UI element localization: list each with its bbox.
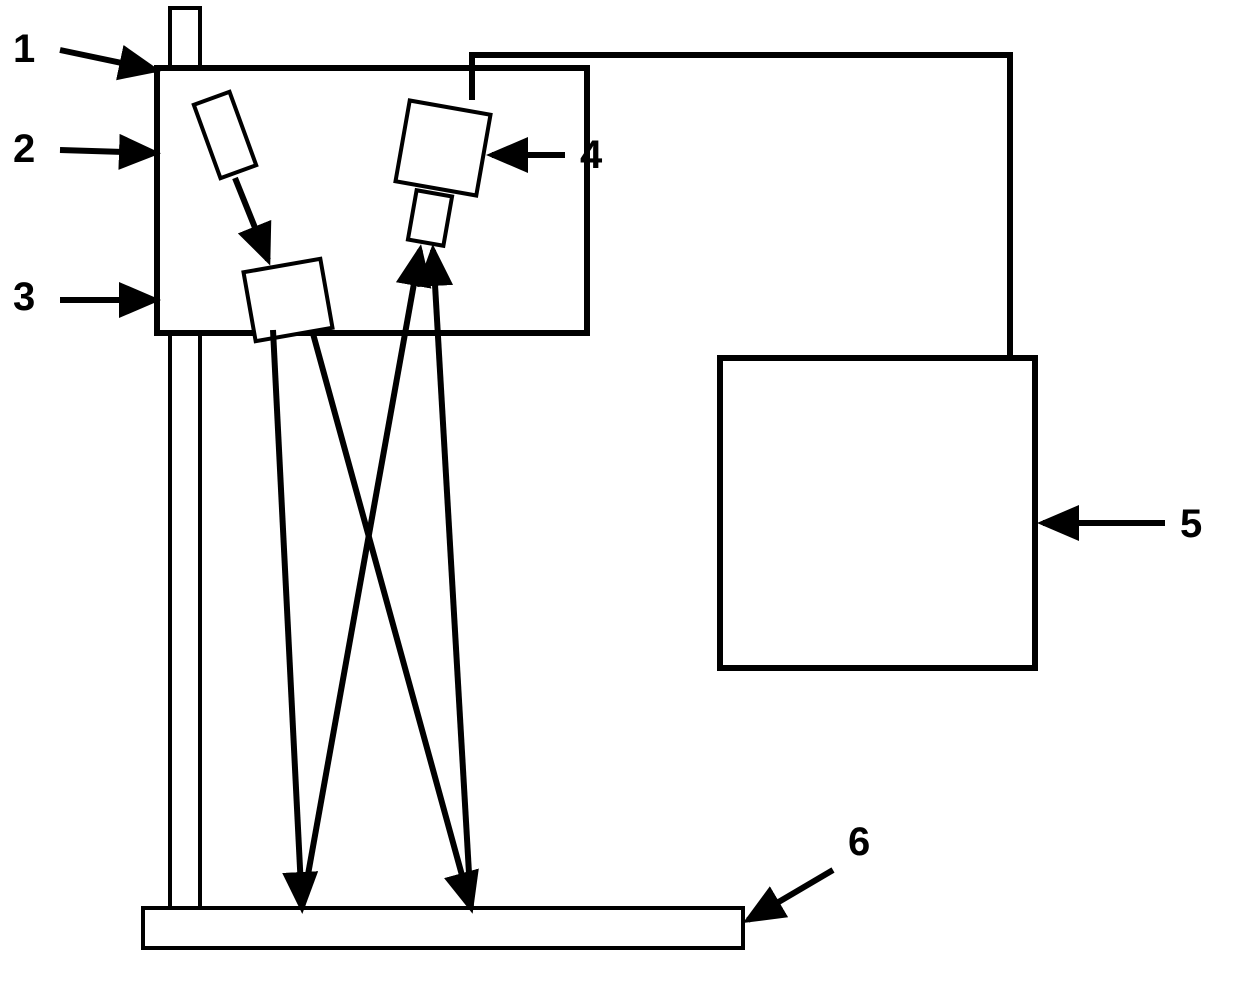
callout-arrow-c1 xyxy=(60,50,155,70)
base-plate xyxy=(143,908,743,948)
component-4-lens xyxy=(408,190,452,245)
component-4-body xyxy=(396,101,491,196)
callout-arrow-c6 xyxy=(748,870,833,920)
label-5: 5 xyxy=(1180,502,1202,546)
beam-b3_down_L xyxy=(273,330,302,908)
label-1: 1 xyxy=(13,27,35,71)
controller-box xyxy=(720,358,1035,668)
callout-arrow-c2 xyxy=(60,150,155,153)
label-3: 3 xyxy=(13,275,35,319)
component-3 xyxy=(244,259,333,341)
beam-b_up_to4_R xyxy=(433,250,471,908)
label-2: 2 xyxy=(13,127,35,171)
label-4: 4 xyxy=(580,133,603,177)
label-6: 6 xyxy=(848,820,870,864)
diagram-canvas: 1 2 3 4 5 6 xyxy=(0,0,1240,984)
